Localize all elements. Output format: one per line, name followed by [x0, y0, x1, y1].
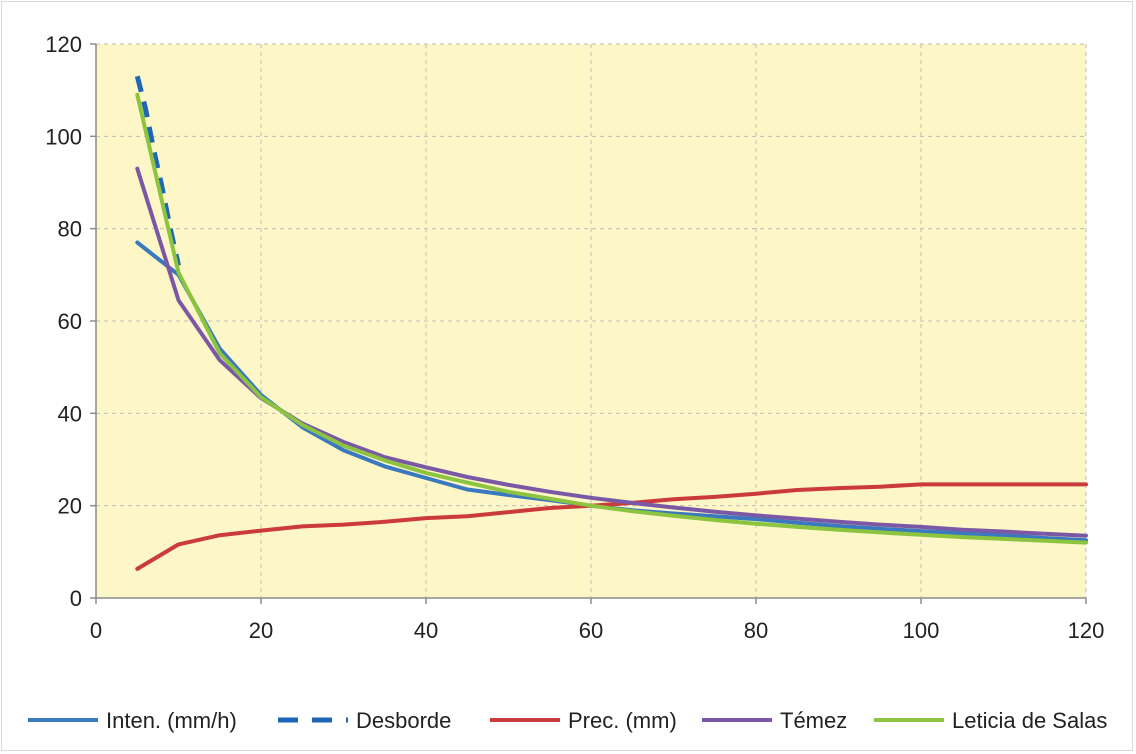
- legend: Inten. (mm/h) Desborde Prec. (mm) Témez Leti…: [28, 708, 1107, 733]
- series-lines: [134, 75, 1088, 571]
- x-tick-label: 120: [1068, 618, 1105, 643]
- x-tick-label: 80: [744, 618, 768, 643]
- y-tick-label: 60: [58, 309, 82, 334]
- x-tick-label: 100: [903, 618, 940, 643]
- y-tick-label: 40: [58, 401, 82, 426]
- x-tick-label: 60: [579, 618, 603, 643]
- series-line-leticia-de-salas: [135, 92, 1088, 545]
- x-tick-label: 40: [414, 618, 438, 643]
- legend-label-prec-mm: Prec. (mm): [568, 708, 677, 733]
- x-tick-label: 0: [90, 618, 102, 643]
- legend-label-inten-mm-h: Inten. (mm/h): [106, 708, 237, 733]
- legend-label-desborde: Desborde: [356, 708, 451, 733]
- y-tick-label: 0: [70, 586, 82, 611]
- series-line-prec-mm: [135, 482, 1088, 571]
- y-tick-label: 100: [45, 124, 82, 149]
- x-tick-label: 20: [249, 618, 273, 643]
- y-tick-label: 80: [58, 217, 82, 242]
- y-tick-label: 120: [45, 32, 82, 57]
- legend-label-leticia-de-salas: Leticia de Salas: [952, 708, 1107, 733]
- y-tick-label: 20: [58, 494, 82, 519]
- axes: 0 20 40 60 80 100 120 0 20 40 60 80 100 120: [45, 32, 1104, 643]
- legend-label-temez: Témez: [780, 708, 847, 733]
- gridlines: [96, 43, 1087, 598]
